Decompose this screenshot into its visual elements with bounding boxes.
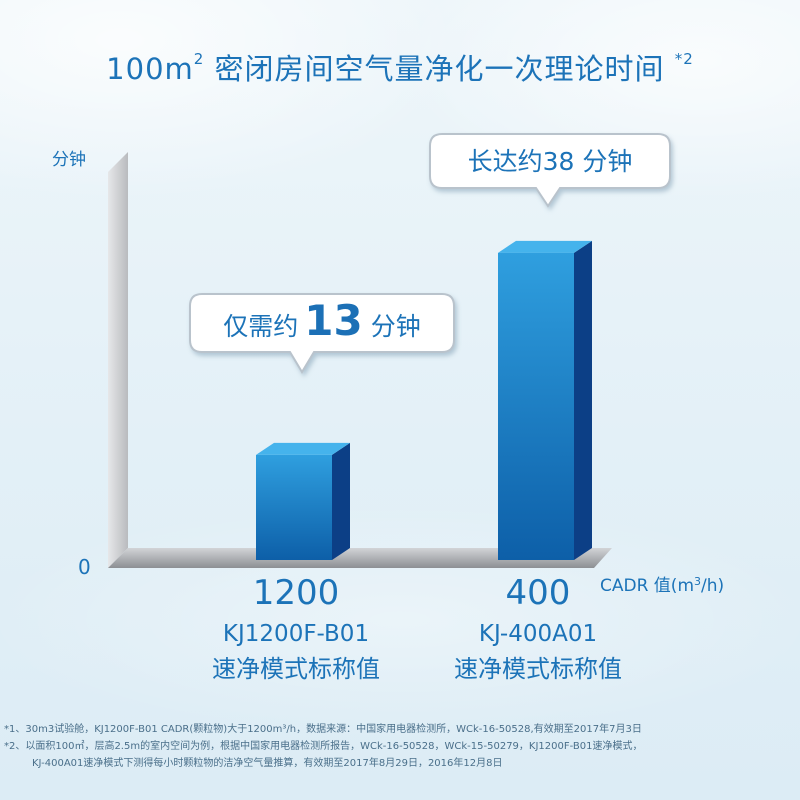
page-title: 100m2 密闭房间空气量净化一次理论时间 *2 <box>0 46 800 88</box>
x-axis-label: CADR 值(m3/h) <box>600 575 724 596</box>
bar-front-face <box>256 454 332 560</box>
bar-400 <box>498 240 592 561</box>
model-label: KJ-400A01 <box>479 621 597 647</box>
y-axis-label: 分钟 <box>52 150 86 170</box>
callout-text: 长达约38 分钟 <box>468 147 633 176</box>
title-note-marker: *2 <box>674 50 694 69</box>
bar-top-face <box>498 240 592 253</box>
footnote-2: *2、以面积100㎡，层高2.5m的室内空间为例，根据中国家用电器检测所报告，W… <box>4 741 643 752</box>
x-axis-floor <box>108 548 612 568</box>
bar-top-face <box>256 442 350 455</box>
footnote-2-continued: KJ-400A01速净模式下测得每小时颗粒物的洁净空气量推算，有效期至2017年… <box>32 758 503 769</box>
y-axis-zero-label: 0 <box>78 555 91 579</box>
y-axis-wall <box>108 152 128 568</box>
callout-bubble <box>429 133 671 208</box>
category-label-1200: 1200 KJ1200F-B01 速净模式标称值 <box>212 573 380 683</box>
title-main: 密闭房间空气量净化一次理论时间 <box>204 52 675 86</box>
bar-side-face <box>332 442 350 560</box>
mode-label: 速净模式标称值 <box>212 655 380 683</box>
callout-bubble <box>189 293 455 374</box>
callout-prefix: 仅需约 <box>223 312 298 341</box>
callout-suffix: 分钟 <box>371 312 421 341</box>
cadr-value-label: 1200 <box>253 573 340 613</box>
callout-1200: 仅需约 13 分钟 <box>189 293 455 374</box>
callout-number: 13 <box>304 296 362 345</box>
title-superscript: 2 <box>193 50 205 69</box>
bar-side-face <box>574 240 592 561</box>
title-prefix: 100m <box>106 52 194 86</box>
mode-label: 速净模式标称值 <box>454 655 622 683</box>
model-label: KJ1200F-B01 <box>223 621 369 647</box>
callout-prefix: 长达约 <box>468 147 543 176</box>
footnotes: *1、30m3试验舱，KJ1200F-B01 CADR(颗粒物)大于1200m³… <box>4 721 800 772</box>
footnote-1: *1、30m3试验舱，KJ1200F-B01 CADR(颗粒物)大于1200m³… <box>4 724 642 735</box>
callout-suffix: 分钟 <box>582 147 632 176</box>
category-label-400: 400 KJ-400A01 速净模式标称值 <box>454 573 622 683</box>
bar-1200 <box>256 442 350 560</box>
callout-400: 长达约38 分钟 <box>429 133 671 208</box>
bar-front-face <box>498 252 574 561</box>
callout-text: 仅需约 13 分钟 <box>223 296 420 345</box>
cadr-value-label: 400 <box>506 573 571 613</box>
callout-number: 38 <box>543 147 575 176</box>
